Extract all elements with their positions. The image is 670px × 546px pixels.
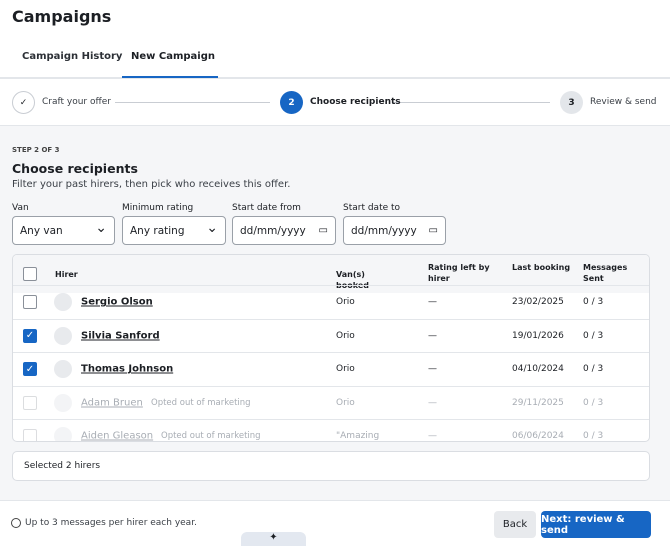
step-eyebrow: STEP 2 OF 3: [12, 146, 60, 154]
info-icon: [11, 518, 21, 528]
filter-value: dd/mm/yyyy: [351, 224, 417, 237]
avatar-icon: [54, 293, 72, 312]
avatar-icon: [54, 360, 72, 379]
selection-summary: Selected 2 hirers: [12, 451, 650, 481]
row-checkbox[interactable]: [23, 295, 37, 310]
column-header: Hirer: [55, 270, 78, 279]
assistant-tab[interactable]: ✦: [241, 532, 306, 546]
last-booking: 06/06/2024: [512, 431, 564, 442]
table-header: [13, 255, 649, 293]
rating: —: [428, 297, 437, 308]
opt-out-note: Opted out of marketing: [161, 431, 261, 442]
filter-label: Van: [12, 203, 29, 213]
back-button[interactable]: Back: [494, 511, 536, 538]
step-marker: 3: [560, 91, 583, 114]
filter-label: Start date to: [343, 203, 401, 213]
row-checkbox[interactable]: ✓: [23, 328, 37, 343]
filter-value: dd/mm/yyyy: [240, 224, 306, 237]
row-checkbox: [23, 429, 37, 441]
filter-value: Any rating: [130, 224, 185, 237]
messages-sent: 0 / 3: [583, 364, 604, 375]
row-checkbox: [23, 395, 37, 410]
step-label: Craft your offer: [42, 97, 111, 107]
hirer-name[interactable]: Thomas Johnson: [81, 363, 174, 375]
rating: —: [428, 364, 437, 375]
filter-input[interactable]: Any van ⌄: [12, 216, 115, 245]
column-header: Messages Sent: [583, 263, 628, 283]
last-booking: 29/11/2025: [512, 397, 564, 408]
hirer-name: Aiden Gleason: [81, 430, 154, 442]
step-connector: [115, 102, 270, 103]
avatar-icon: [54, 427, 72, 441]
step-label: Review & send: [590, 97, 657, 107]
tab[interactable]: New Campaign: [131, 51, 215, 62]
step-marker: 2: [280, 91, 303, 114]
filter-value: Any van: [20, 224, 63, 237]
filter-input[interactable]: dd/mm/yyyy ▭: [343, 216, 446, 245]
filter-input[interactable]: dd/mm/yyyy ▭: [232, 216, 336, 245]
tab[interactable]: Campaign History: [22, 51, 123, 62]
calendar-icon: ▭: [318, 225, 328, 236]
calendar-icon: ▭: [428, 225, 438, 236]
van-booked: Orio: [336, 297, 355, 308]
next-button[interactable]: Next: review & send: [541, 511, 651, 538]
messages-sent: 0 / 3: [583, 330, 604, 341]
last-booking: 04/10/2024: [512, 364, 564, 375]
chevron-icon: ⌄: [95, 219, 107, 236]
row-checkbox[interactable]: ✓: [23, 362, 37, 377]
opt-out-note: Opted out of marketing: [151, 397, 251, 408]
van-booked: Orio: [336, 330, 355, 341]
filter-label: Start date from: [232, 203, 301, 213]
filter-input[interactable]: Any rating ⌄: [122, 216, 226, 245]
messages-sent: 0 / 3: [583, 297, 604, 308]
hirer-table: Hirer Van(s) booked Rating left by hirer La…: [12, 254, 650, 442]
table-row: ✓ Silvia Sanford Orio — 19/01/2026 0 / 3: [13, 318, 649, 353]
table-row: Sergio Olson Orio — 23/02/2025 0 / 3: [13, 285, 649, 319]
step-marker: ✓: [12, 91, 35, 114]
avatar-icon: [54, 393, 72, 412]
rating: —: [428, 397, 437, 408]
last-booking: 19/01/2026: [512, 330, 564, 341]
select-all-checkbox[interactable]: [23, 267, 37, 281]
column-header: Last booking: [512, 263, 571, 272]
page-title: Campaigns: [12, 7, 112, 26]
van-booked: "Amazing: [336, 431, 380, 442]
hirer-name[interactable]: Sergio Olson: [81, 296, 153, 308]
tab-divider: [0, 77, 670, 78]
messages-sent: 0 / 3: [583, 397, 604, 408]
table-row: ✓ Thomas Johnson Orio — 04/10/2024 0 / 3: [13, 352, 649, 386]
footer: Up to 3 messages per hirer each year. Ba…: [0, 500, 670, 546]
step-connector: [393, 102, 550, 103]
table-row: Aiden Gleason Opted out of marketing "Amaz…: [13, 419, 649, 442]
hirer-name[interactable]: Silvia Sanford: [81, 330, 160, 342]
messages-sent: 0 / 3: [583, 431, 604, 442]
van-booked: Orio: [336, 364, 355, 375]
column-header: Rating left by hirer: [428, 263, 490, 283]
rating: —: [428, 330, 437, 341]
footer-note: Up to 3 messages per hirer each year.: [25, 518, 197, 528]
chevron-icon: ⌄: [206, 219, 218, 236]
van-booked: Orio: [336, 397, 355, 408]
rating: —: [428, 431, 437, 442]
avatar-icon: [54, 326, 72, 345]
step-label: Choose recipients: [310, 97, 401, 107]
section-subtitle: Filter your past hirers, then pick who r…: [12, 179, 291, 190]
table-row: Adam Bruen Opted out of marketing Orio — 29/…: [13, 385, 649, 420]
section-title: Choose recipients: [12, 161, 138, 176]
last-booking: 23/02/2025: [512, 297, 564, 308]
hirer-name: Adam Bruen: [81, 397, 143, 409]
filter-label: Minimum rating: [122, 203, 194, 213]
tab-underline: [122, 76, 218, 78]
stepper: ✓ Craft your offer 2 Choose recipients 3 Revi…: [0, 78, 670, 126]
